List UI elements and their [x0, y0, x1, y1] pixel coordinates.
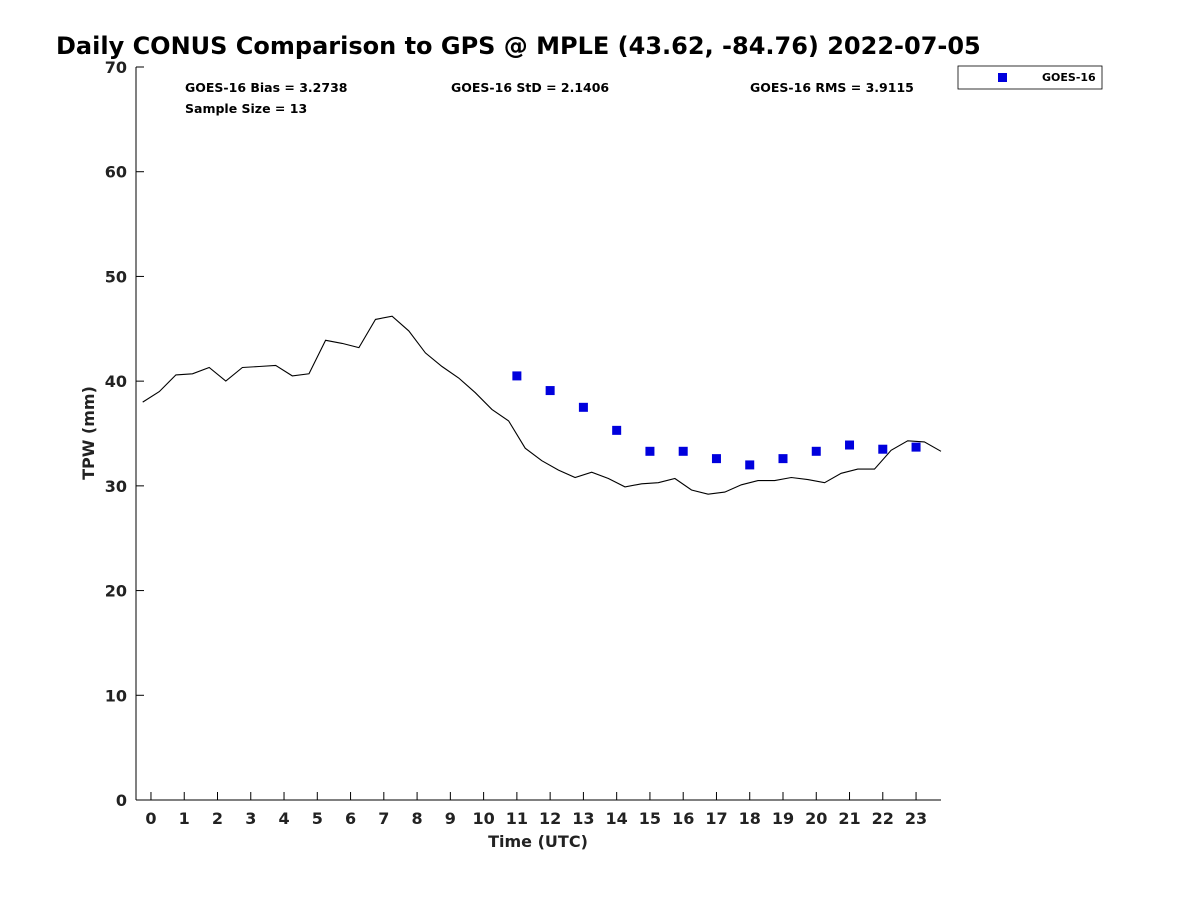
data-point-goes-16 [878, 444, 888, 454]
data-point-goes-16 [578, 402, 588, 412]
x-tick-label: 20 [805, 809, 827, 828]
y-tick-label: 10 [105, 686, 127, 705]
y-tick-label: 70 [105, 58, 127, 77]
data-point-goes-16 [745, 460, 755, 470]
y-tick-label: 30 [105, 477, 127, 496]
x-tick-label: 21 [838, 809, 860, 828]
sample-size-stat: Sample Size = 13 [185, 101, 307, 116]
x-tick-label: 14 [606, 809, 628, 828]
x-tick-label: 12 [539, 809, 561, 828]
x-axis-label: Time (UTC) [488, 832, 588, 851]
y-axis-ticks: 0 10 20 30 40 50 60 70 [105, 58, 144, 810]
x-tick-label: 9 [445, 809, 456, 828]
x-tick-label: 6 [345, 809, 356, 828]
bias-stat: GOES-16 Bias = 3.2738 [185, 80, 347, 95]
data-point-goes-16 [911, 442, 921, 452]
data-point-goes-16 [778, 454, 788, 464]
x-tick-label: 17 [705, 809, 727, 828]
x-tick-label: 11 [506, 809, 528, 828]
x-tick-label: 2 [212, 809, 223, 828]
legend-box [957, 65, 1103, 90]
chart-title: Daily CONUS Comparison to GPS @ MPLE (43… [56, 32, 981, 60]
x-tick-label: 22 [872, 809, 894, 828]
legend-marker-goes16 [998, 73, 1007, 82]
rms-stat: GOES-16 RMS = 3.9115 [750, 80, 914, 95]
y-axis-label: TPW (mm) [79, 386, 98, 480]
data-point-goes-16 [811, 446, 821, 456]
x-tick-label: 19 [772, 809, 794, 828]
x-tick-label: 7 [378, 809, 389, 828]
series-line-gps [142, 315, 942, 495]
series-layer [142, 315, 942, 495]
y-tick-label: 40 [105, 372, 127, 391]
legend: GOES-16 [957, 65, 1103, 90]
y-tick-label: 20 [105, 582, 127, 601]
x-tick-label: 0 [145, 809, 156, 828]
x-axis-ticks: 0 1 2 3 4 5 6 7 8 9 10 11 12 13 14 15 16 17 18 19 20 21 22 23 [145, 792, 927, 828]
x-tick-label: 10 [472, 809, 494, 828]
data-point-goes-16 [512, 371, 522, 381]
y-tick-label: 60 [105, 163, 127, 182]
data-point-goes-16 [845, 440, 855, 450]
x-tick-label: 1 [179, 809, 190, 828]
data-point-goes-16 [678, 446, 688, 456]
y-tick-label: 50 [105, 267, 127, 286]
y-tick-label: 0 [116, 791, 127, 810]
x-tick-label: 15 [639, 809, 661, 828]
x-tick-label: 23 [905, 809, 927, 828]
x-tick-label: 5 [312, 809, 323, 828]
data-point-goes-16 [711, 454, 721, 464]
x-tick-label: 13 [572, 809, 594, 828]
x-tick-label: 8 [412, 809, 423, 828]
x-tick-label: 4 [278, 809, 289, 828]
x-tick-label: 3 [245, 809, 256, 828]
data-point-goes-16 [612, 425, 622, 435]
legend-label-goes16: GOES-16 [1042, 71, 1096, 84]
data-point-goes-16 [545, 386, 555, 396]
x-tick-label: 18 [739, 809, 761, 828]
data-point-goes-16 [645, 446, 655, 456]
std-stat: GOES-16 StD = 2.1406 [451, 80, 609, 95]
x-tick-label: 16 [672, 809, 694, 828]
